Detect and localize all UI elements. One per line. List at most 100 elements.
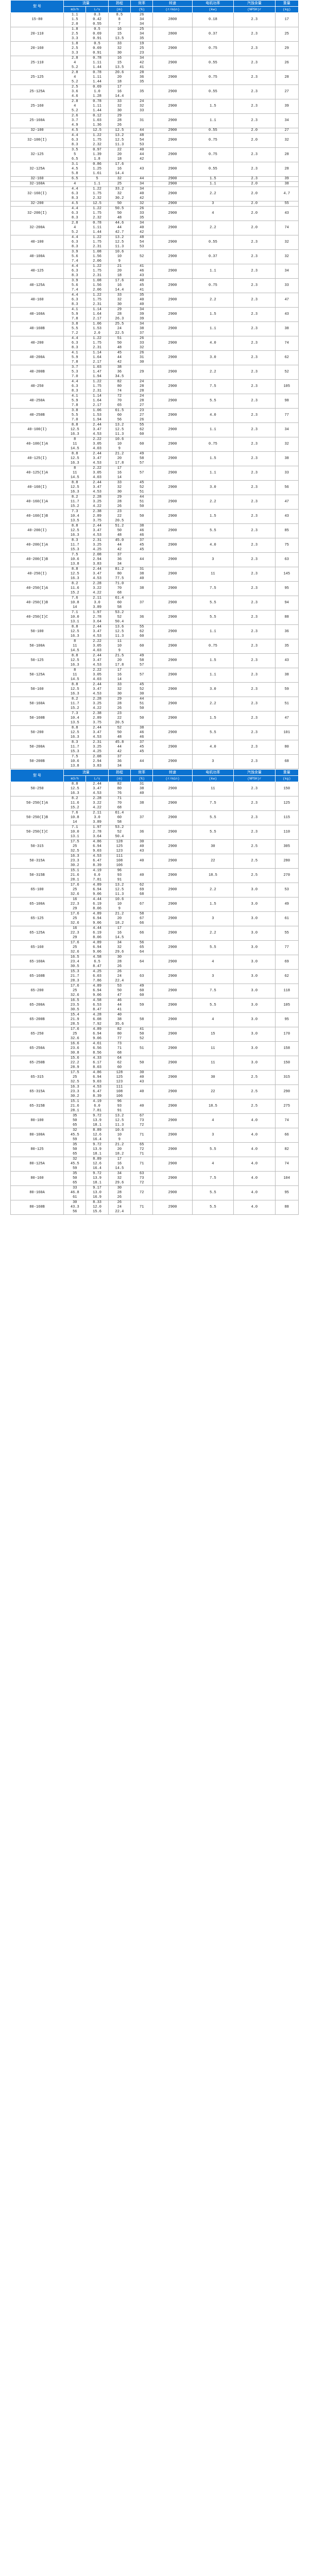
table-row[interactable]: 25-160 2.8 4 5.2 0.78 1.11 1.44 33 32 30 24 32 33 290…	[10, 99, 299, 114]
table-row[interactable]: 40-250A 4.1 5.9 7.8 1.14 1.64 2.17 72 70 65 24 28 27…	[10, 394, 299, 409]
table-row[interactable]: 25-125A 2.5 3.6 4.6 0.69 1.0 1.28 17 16 14.4 35 290…	[10, 84, 299, 99]
table-row[interactable]: 65-315B 15.1 21.6 28.1 4.19 6.0 7.81 96 93 91 40 29…	[10, 1099, 299, 1114]
table-row[interactable]: 65-160A 16.5 23.4 30.5 4.58 6.5 8.47 30 28 26 64 29…	[10, 955, 299, 970]
table-row[interactable]: 80-100A 32 45.5 59 8.89 12.6 16.4 10.6 10 9 71 2900…	[10, 1128, 299, 1143]
table-row[interactable]: 25-125 2.8 4 5.2 0.78 1.11 1.44 20.6 20 18 28 36 35 2…	[10, 70, 299, 85]
table-row[interactable]: 65-160B 15.3 21.7 28.3 4.25 6.03 7.86 26 24 22.4 6…	[10, 969, 299, 984]
table-row[interactable]: 40-200(I) 8.8 12.5 16.3 2.44 3.47 4.53 51.2 50 48…	[10, 523, 299, 538]
table-row[interactable]: 15-80 1.1 1.5 2.0 0.3 0.42 0.55 8.5 8 7 26 34 34 2800…	[10, 12, 299, 27]
col-header-npsh-unit[interactable]: (NPSH)r	[233, 775, 276, 782]
table-row[interactable]: 40-250(I) 8.8 12.5 16.3 2.44 3.47 4.53 81.2 80 77…	[10, 567, 299, 582]
table-row[interactable]: 50-100A 8 11 14.5 2.22 3.05 4.03 11 10 9 60 2900 0.7…	[10, 639, 299, 654]
table-row[interactable]: 25-160A 2.6 3.7 4.9 0.12 1.03 1.36 29 28 26 31 2900…	[10, 113, 299, 128]
table-row[interactable]: 50-125A 8 11 14.5 2.22 3.05 4.03 17 16 14 57 2900 1.…	[10, 668, 299, 683]
col-header-power-unit[interactable]: (kw)	[192, 775, 234, 782]
table-row[interactable]: 40-160A 4.1 5.9 7.8 1.14 1.64 2.17 29 28 26.3 34 39…	[10, 307, 299, 322]
col-header-efficiency-unit[interactable]: (%)	[130, 775, 153, 782]
table-row[interactable]: 32-125 3.5 5 6.5 0.97 1.39 1.8 22 20 18 40 44 42 2900…	[10, 147, 299, 162]
table-row[interactable]: 40-100 4.4 6.3 8.3 1.22 1.75 2.31 13.2 12.5 11.3 4…	[10, 235, 299, 250]
table-row[interactable]: 40-160(I) 8.8 12.5 16.3 2.44 3.47 4.53 33 32 30 45…	[10, 480, 299, 495]
table-row[interactable]: 40-160 4.4 6.3 8.3 1.22 1.75 2.31 33 32 30 35 40 40 2…	[10, 293, 299, 308]
col-header-efficiency-unit[interactable]: (%)	[130, 6, 153, 13]
table-row[interactable]: 50-315A 16.3 23.3 30.2 4.53 6.47 8.39 111 108 106…	[10, 854, 299, 869]
col-header-speed[interactable]: 转速	[152, 769, 193, 776]
col-header-power[interactable]: 电机功率	[192, 0, 234, 7]
col-header-flow-m3h[interactable]: m3/h	[63, 775, 87, 782]
table-row[interactable]: 25-110 2.8 4 5.2 0.78 1.11 1.44 16 15 13.5 34 42 41 2…	[10, 56, 299, 71]
col-header-head[interactable]: 扬程	[108, 0, 131, 7]
col-header-flow-group[interactable]: 流量	[63, 0, 109, 7]
table-row[interactable]: 32-125A 3.1 4.5 5.8 0.86 1.25 1.61 17.6 16 14.4 43…	[10, 162, 299, 177]
table-row[interactable]: 50-200 8.8 12.5 16.3 2.44 3.47 4.53 52 50 48 38 46 4…	[10, 725, 299, 740]
table-row[interactable]: 50-160A 8.2 11.7 15.2 2.28 3.25 4.22 29 28 26 44 51…	[10, 697, 299, 711]
col-header-flow-group[interactable]: 流量	[63, 769, 109, 776]
table-row[interactable]: 50-250(I)B 7.6 10.8 14 2.11 3.0 3.89 61.4 60 58 37…	[10, 810, 299, 825]
col-header-weight-unit[interactable]: (kg)	[274, 6, 299, 13]
table-row[interactable]: 40-250(I)A 8.2 11.6 15.2 2.28 3.22 4.22 71.0 70 6…	[10, 581, 299, 596]
table-row[interactable]: 40-200 4.4 6.3 8.3 1.22 1.75 2.31 51 50 48 26 33 32 2…	[10, 336, 299, 351]
col-header-speed[interactable]: 转速	[152, 0, 193, 7]
table-row[interactable]: 40-125A 3.9 5.6 7.4 1.08 1.56 2.06 17.6 16 14.4 40…	[10, 278, 299, 293]
table-row[interactable]: 32-200A 2.8 4 5.2 0.78 1.11 1.44 44.6 44 42.7 34 40…	[10, 221, 299, 235]
table-row[interactable]: 40-125 4.4 6.3 8.3 1.22 1.75 2.31 21 20 18 41 46 43 2…	[10, 264, 299, 279]
table-row[interactable]: 40-160(I)A 8.2 11.7 15.2 2.28 3.25 4.22 29 28 26 4…	[10, 495, 299, 510]
table-row[interactable]: 40-100A 3.9 5.6 7.4 1.08 1.56 2.06 10.6 10 9 52 290…	[10, 249, 299, 264]
table-row[interactable]: 80-125 35 50 65 9.72 13.9 18.1 21.2 20 18.2 65 72 71…	[10, 1142, 299, 1157]
table-row[interactable]: 50-200A 8.3 11.7 15.3 2.31 3.25 4.25 45.8 44 42 37…	[10, 740, 299, 755]
table-row[interactable]: 32-160A 4 1.1 25 34 2900 1.1 2.0 38	[10, 181, 299, 187]
table-row[interactable]: 40-250(I)C 7.1 10.0 13.1 1.97 2.78 3.64 53.2 52 5…	[10, 610, 299, 625]
table-row[interactable]: 50-250 8.8 12.5 16.3 2.44 3.47 4.53 82 80 76 31 38 4…	[10, 782, 299, 796]
table-row[interactable]: 50-160B 7.3 10.4 13.5 2.38 2.89 3.75 23 22 20.5 50…	[10, 711, 299, 726]
col-header-head[interactable]: 扬程	[108, 769, 131, 776]
table-row[interactable]: 50-315 17.5 25 32.5 4.86 6.94 9.03 128 125 123 30 4…	[10, 839, 299, 854]
table-row[interactable]: 50-100 8.8 12.5 16.3 2.44 3.47 4.53 13.6 12.5 11.…	[10, 624, 299, 639]
col-header-speed-unit[interactable]: (r/min)	[152, 775, 193, 782]
table-row[interactable]: 65-250A 16.6 23.6 30.8 4.61 6.56 8.56 73 71 68 51 2…	[10, 1041, 299, 1056]
table-row[interactable]: 32-100 4.5 12.5 12.5 44 2900 0.55 2.0 27	[10, 128, 299, 133]
table-row[interactable]: 40-125(I) 8.8 12.5 16.3 2.44 3.47 4.53 21.2 20 17…	[10, 451, 299, 466]
table-row[interactable]: 65-100 17.6 25 32.6 4.89 6.94 9.06 13.2 12.5 11.3…	[10, 883, 299, 897]
col-header-npsh[interactable]: 汽蚀余量	[233, 0, 276, 7]
table-row[interactable]: 65-250 17.6 25 32.6 4.89 6.94 9.06 82 80 77 41 50 52…	[10, 1027, 299, 1042]
table-row[interactable]: 50-160 8.8 12.5 16.3 2.44 3.47 4.53 33 32 30 45 52 3…	[10, 682, 299, 697]
col-header-weight-unit[interactable]: (kg)	[274, 775, 299, 782]
col-header-efficiency[interactable]: 效率	[130, 769, 153, 776]
col-header-weight[interactable]: 重量	[274, 769, 299, 776]
col-header-weight[interactable]: 重量	[274, 0, 299, 7]
table-row[interactable]: 65-125A 16 22.3 29 4.44 6.19 8.06 17 16 14.5 66 290…	[10, 926, 299, 941]
table-row[interactable]: 50-125 8.8 12.5 16.3 2.44 3.47 4.53 21.5 20 17.8 4…	[10, 653, 299, 668]
table-row[interactable]: 65-315 17.5 25 32.5 4.86 6.94 9.03 128 125 123 30 4…	[10, 1070, 299, 1085]
table-row[interactable]: 40-200B 3.7 5.3 7.0 1.03 1.47 1.94 38 36 34.5 29 29…	[10, 365, 299, 380]
col-header-model[interactable]: 型 号	[10, 769, 64, 782]
table-row[interactable]: 32-100(I) 4.4 6.3 8.3 1.22 1.75 2.32 13.2 12.5 11…	[10, 133, 299, 148]
table-row[interactable]: 40-200(I)A 8.3 11.7 15.3 2.31 3.25 4.25 45.0 44 4…	[10, 538, 299, 553]
table-row[interactable]: 40-250 4.4 6.3 8.3 1.22 1.75 2.31 82 80 74 24 28 28 2…	[10, 379, 299, 394]
table-row[interactable]: 80-160 35 50 65 9.72 13.9 18.1 34 32 29.6 63 73 72 29…	[10, 1171, 299, 1186]
table-row[interactable]: 65-100A 16 22.3 29 4.44 6.19 8.06 10.6 10 9 67 2900…	[10, 897, 299, 912]
col-header-power[interactable]: 电机功率	[192, 769, 234, 776]
table-row[interactable]: 32-160 6.5 5 32 44 2900 1.5 2.3 39	[10, 176, 299, 182]
col-header-head-unit[interactable]: (m)	[108, 6, 131, 13]
col-header-efficiency[interactable]: 效率	[130, 0, 153, 7]
table-row[interactable]: 32-160(I) 4.4 6.3 8.3 1.22 1.75 2.32 33.2 32 30.2…	[10, 187, 299, 201]
table-row[interactable]: 20-110 1.8 2.5 3.3 0.5 0.69 0.91 16 15 13.5 25 34 35…	[10, 27, 299, 42]
col-header-npsh-unit[interactable]: (NPSH)r	[233, 6, 276, 13]
table-row[interactable]: 65-315A 16.3 23.3 30.2 4.53 6.47 8.39 111 108 106…	[10, 1084, 299, 1099]
table-row[interactable]: 40-250(I)B 7.6 10.8 14 2.11 3.0 3.89 61.4 60 58 37…	[10, 596, 299, 611]
table-row[interactable]: 80-160A 33 46.8 61 9.17 13.0 16.9 30 28 26 72 2900 5…	[10, 1185, 299, 1200]
table-row[interactable]: 40-200A 4.1 5.9 7.8 1.14 1.64 2.17 45 44 42 26 31 30…	[10, 350, 299, 365]
table-row[interactable]: 80-100 35 50 65 9.72 13.9 18.1 13.2 12.5 11.3 67 73…	[10, 1113, 299, 1128]
col-header-npsh[interactable]: 汽蚀余量	[233, 769, 276, 776]
table-row[interactable]: 65-200A 16.5 23.5 30.5 4.58 6.53 8.47 46 44 41 59 2…	[10, 998, 299, 1013]
col-header-model[interactable]: 型 号	[10, 0, 64, 13]
table-row[interactable]: 65-250B 15.6 22.2 28.9 4.33 6.17 8.03 64 62 60 50 2…	[10, 1056, 299, 1071]
table-row[interactable]: 50-250(I)C 7.1 10.0 13.1 1.97 2.78 3.64 53.2 52 5…	[10, 825, 299, 840]
table-row[interactable]: 32-200(I) 4.4 6.3 8.3 1.22 1.75 2.32 50.5 50 48 26…	[10, 206, 299, 221]
table-row[interactable]: 50-250(I)A 8.2 11.6 15.2 2.28 3.22 4.22 71 70 68 3…	[10, 796, 299, 811]
table-row[interactable]: 65-200 17.6 25 32.6 4.89 6.94 9.06 53 50 47 49 60 60…	[10, 984, 299, 998]
table-row[interactable]: 40-100(I) 8.8 12.5 16.3 2.44 3.47 4.53 13.2 12.5…	[10, 422, 299, 437]
table-row[interactable]: 40-160(I)B 7.3 10.4 13.5 2.38 2.89 3.75 23 22 20.…	[10, 509, 299, 524]
col-header-power-unit[interactable]: (kw)	[192, 6, 234, 13]
col-header-flow-ls[interactable]: L/s	[85, 775, 109, 782]
col-header-speed-unit[interactable]: (r/min)	[152, 6, 193, 13]
